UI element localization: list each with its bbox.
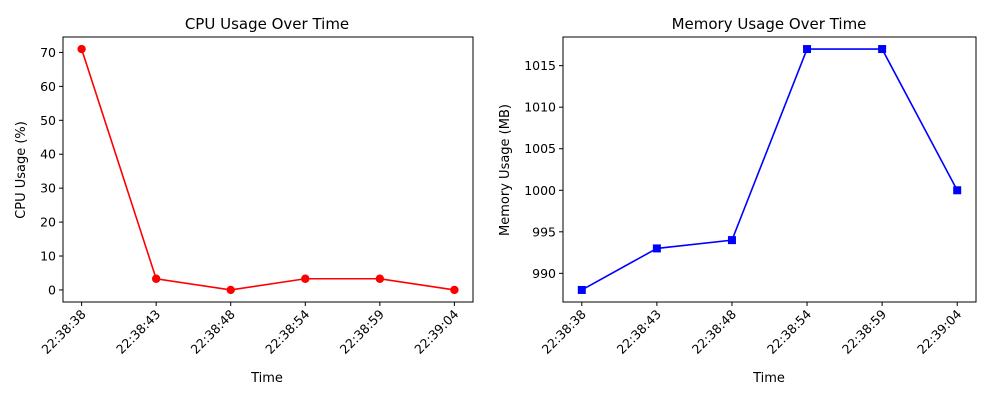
cpu-y-tick-label: 30 (40, 181, 56, 196)
cpu-chart: CPU Usage Over Time 0 10 20 30 40 50 60 70 22:3… (14, 15, 474, 386)
cpu-y-tick-label: 60 (40, 79, 56, 94)
memory-x-tick-label: 22:38:48 (689, 306, 739, 356)
memory-data-point (803, 45, 812, 54)
memory-y-tick-label: 1015 (524, 58, 556, 73)
memory-y-tick-label: 1005 (524, 141, 556, 156)
memory-x-axis-label: Time (752, 371, 785, 386)
cpu-y-tick-label: 50 (40, 113, 56, 128)
memory-chart: Memory Usage Over Time 990 995 1000 1005 101… (498, 15, 977, 386)
memory-series (577, 45, 962, 294)
cpu-data-point (375, 274, 385, 283)
cpu-data-point (450, 285, 459, 295)
cpu-series-line (80, 48, 455, 291)
cpu-y-tick-label: 10 (40, 249, 56, 264)
memory-data-point (577, 285, 586, 294)
memory-x-tick-label: 22:38:59 (839, 306, 889, 356)
cpu-x-tick-label: 22:38:38 (38, 306, 88, 356)
memory-x-ticks: 22:38:38 22:38:43 22:38:48 22:38:54 22:38:59… (539, 302, 964, 357)
cpu-x-axis-label: Time (250, 371, 283, 386)
cpu-y-ticks: 0 10 20 30 40 50 60 70 (40, 45, 63, 297)
memory-data-point (727, 236, 736, 245)
memory-chart-title: Memory Usage Over Time (672, 15, 867, 33)
cpu-y-tick-label: 40 (40, 147, 56, 162)
memory-y-tick-label: 995 (532, 224, 556, 239)
cpu-data-point (151, 274, 161, 283)
memory-x-tick-label: 22:39:04 (914, 306, 964, 356)
cpu-series (77, 44, 459, 295)
cpu-data-point (77, 44, 86, 54)
memory-y-ticks: 990 995 1000 1005 1010 1015 (524, 58, 563, 281)
cpu-chart-title: CPU Usage Over Time (185, 15, 349, 33)
cpu-y-tick-label: 0 (48, 282, 56, 297)
memory-x-tick-label: 22:38:38 (539, 306, 589, 356)
cpu-plot-frame (62, 36, 474, 303)
cpu-data-point (226, 285, 235, 295)
cpu-data-point (301, 274, 310, 283)
cpu-x-tick-label: 22:38:48 (188, 306, 238, 356)
memory-x-tick-label: 22:38:43 (614, 307, 664, 357)
memory-plot-frame (562, 36, 977, 303)
memory-series-line (581, 48, 958, 291)
cpu-y-tick-label: 20 (40, 215, 56, 230)
memory-y-tick-label: 1010 (524, 100, 556, 115)
memory-data-point (652, 244, 661, 253)
memory-y-tick-label: 1000 (524, 183, 556, 198)
cpu-x-tick-label: 22:38:59 (337, 306, 387, 356)
cpu-y-tick-label: 70 (40, 45, 56, 60)
memory-y-tick-label: 990 (532, 266, 556, 281)
memory-data-point (953, 186, 962, 195)
memory-x-tick-label: 22:38:54 (764, 306, 814, 356)
cpu-y-axis-label: CPU Usage (%) (14, 121, 29, 219)
cpu-x-tick-label: 22:38:54 (262, 306, 312, 356)
cpu-x-tick-label: 22:39:04 (411, 306, 461, 356)
cpu-x-ticks: 22:38:38 22:38:43 22:38:48 22:38:54 22:38:59… (38, 302, 462, 357)
cpu-x-tick-label: 22:38:43 (113, 307, 163, 357)
memory-data-point (878, 45, 887, 54)
memory-y-axis-label: Memory Usage (MB) (498, 104, 513, 236)
